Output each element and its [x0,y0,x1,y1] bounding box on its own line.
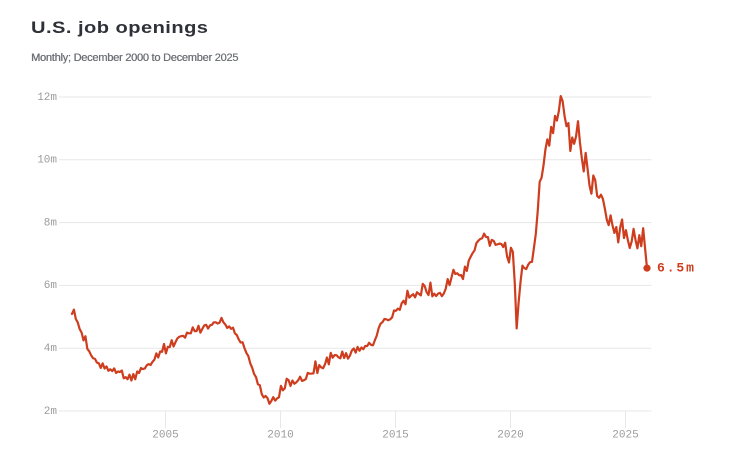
svg-text:4m: 4m [44,343,58,355]
svg-text:8m: 8m [44,217,58,229]
svg-text:2025: 2025 [612,430,638,442]
svg-text:2010: 2010 [267,430,293,442]
svg-text:2020: 2020 [497,430,523,442]
svg-text:2005: 2005 [152,430,178,442]
svg-text:10m: 10m [37,155,57,167]
svg-text:2m: 2m [44,406,58,418]
svg-text:6m: 6m [44,280,58,292]
svg-text:12m: 12m [37,92,57,104]
svg-text:6.5m: 6.5m [657,261,696,276]
svg-text:2015: 2015 [382,430,408,442]
